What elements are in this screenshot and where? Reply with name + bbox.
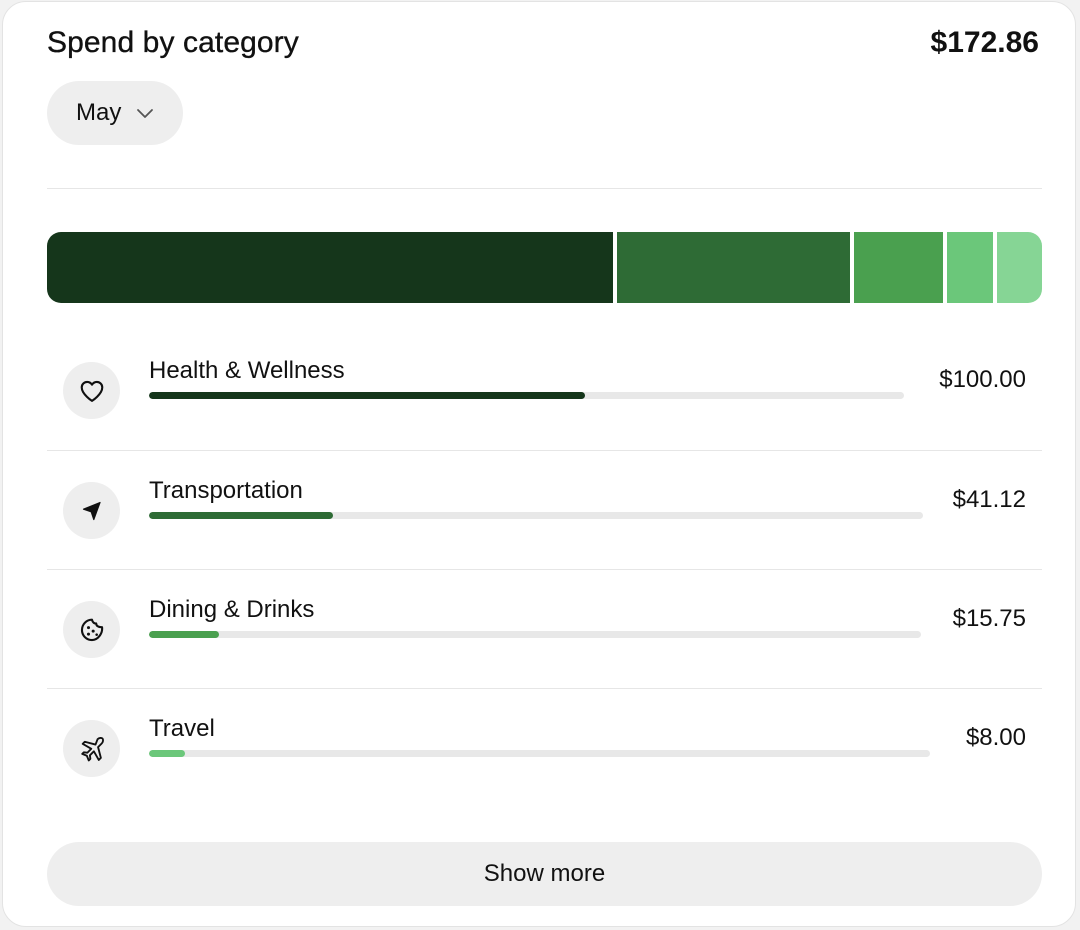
stacked-bar-segment xyxy=(854,232,944,303)
card-title: Spend by category xyxy=(47,26,299,59)
show-more-button[interactable]: Show more xyxy=(47,842,1042,906)
divider xyxy=(47,569,1042,570)
location-arrow-icon xyxy=(63,482,120,539)
divider xyxy=(47,188,1042,189)
category-name: Travel xyxy=(149,715,215,742)
category-row-health-wellness[interactable]: Health & Wellness $100.00 xyxy=(47,331,1042,450)
divider xyxy=(47,450,1042,451)
cookie-icon xyxy=(63,601,120,658)
category-progress-fill xyxy=(149,631,220,638)
category-progress-track xyxy=(149,392,904,399)
category-row-transportation[interactable]: Transportation $41.12 xyxy=(47,451,1042,570)
chevron-down-icon xyxy=(135,103,155,123)
stacked-spend-bar xyxy=(47,232,1042,303)
heart-icon xyxy=(63,362,120,419)
category-progress-track xyxy=(149,512,923,519)
category-name: Health & Wellness xyxy=(149,357,345,384)
category-amount: $41.12 xyxy=(952,486,1026,513)
category-name: Transportation xyxy=(149,477,303,504)
stacked-bar-segment xyxy=(47,232,614,303)
category-row-travel[interactable]: Travel $8.00 xyxy=(47,689,1042,808)
category-amount: $100.00 xyxy=(939,366,1026,393)
total-amount: $172.86 xyxy=(930,26,1039,59)
category-name: Dining & Drinks xyxy=(149,596,315,623)
category-amount: $15.75 xyxy=(952,605,1026,632)
stacked-bar-segment xyxy=(617,232,851,303)
category-amount: $8.00 xyxy=(965,724,1026,751)
category-progress-fill xyxy=(149,512,334,519)
category-progress-track xyxy=(149,750,930,757)
airplane-icon xyxy=(63,720,120,777)
category-progress-track xyxy=(149,631,921,638)
stacked-bar-segment xyxy=(996,232,1042,303)
month-select-value: May xyxy=(76,99,122,126)
stacked-bar-segment xyxy=(947,232,993,303)
category-row-dining-drinks[interactable]: Dining & Drinks $15.75 xyxy=(47,570,1042,689)
month-select[interactable]: May xyxy=(47,81,183,145)
category-progress-fill xyxy=(149,392,586,399)
category-progress-fill xyxy=(149,750,185,757)
divider xyxy=(47,688,1042,689)
